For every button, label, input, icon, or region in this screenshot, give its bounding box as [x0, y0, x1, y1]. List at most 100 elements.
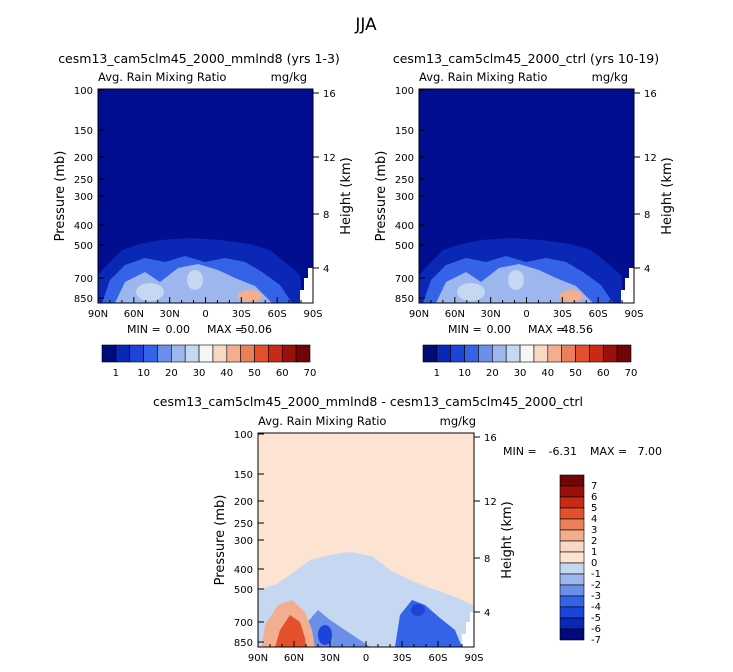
colorbar-swatch — [505, 344, 521, 363]
y-tick-label: 200 — [234, 497, 253, 508]
colorbar-label: 6 — [591, 492, 597, 503]
y-right-tick-label: 8 — [644, 210, 650, 221]
y-tick-label: 300 — [74, 192, 93, 203]
y-right-tick-label: 16 — [323, 89, 336, 100]
colorbar-swatch — [450, 344, 465, 363]
y-right-tick-label: 16 — [484, 433, 497, 444]
y-tick-label: 300 — [234, 536, 253, 547]
y-right-tick-label: 12 — [323, 153, 336, 164]
panel-1-rain-core-eq — [187, 270, 203, 290]
panel-3-x-axis: 90N 60N 30N 0 30S 60S 90S — [248, 641, 484, 664]
x-tick-label: 90N — [248, 653, 268, 664]
colorbar-label: 4 — [591, 514, 597, 525]
panel-2: cesm13_cam5clm45_2000_ctrl (yrs 10-19) A… — [374, 51, 675, 379]
panel-3-diff-core-neg — [318, 625, 332, 645]
panel-3-terrain-mask — [462, 612, 474, 647]
y-tick-label: 100 — [234, 430, 253, 441]
x-tick-label: 30S — [553, 309, 572, 320]
panel-2-rain-core-nh — [457, 283, 485, 301]
colorbar-swatch — [143, 344, 158, 363]
panel-2-y-axis-right: 16 12 8 4 — [634, 89, 657, 275]
colorbar-swatch — [464, 344, 479, 363]
panel-3-min-label: MIN = — [503, 445, 537, 458]
x-tick-label: 60N — [284, 653, 304, 664]
y-tick-label: 200 — [74, 153, 93, 164]
panel-3-diff-field-pos2 — [275, 615, 306, 647]
colorbar-swatch — [198, 344, 214, 363]
x-tick-label: 90S — [624, 309, 643, 320]
colorbar-swatch — [559, 496, 585, 509]
colorbar-swatch — [281, 344, 297, 363]
colorbar-swatch — [561, 344, 576, 363]
x-tick-label: 60S — [428, 653, 447, 664]
colorbar-label: 40 — [541, 368, 554, 379]
colorbar-swatch — [268, 344, 283, 363]
y-right-tick-label: 12 — [484, 497, 497, 508]
panel-1-variable: Avg. Rain Mixing Ratio — [98, 70, 226, 84]
colorbar-swatch — [240, 344, 255, 363]
y-tick-label: 250 — [74, 175, 93, 186]
panel-3-units: mg/kg — [440, 414, 476, 428]
colorbar-swatch — [533, 344, 549, 363]
colorbar-label: -7 — [591, 635, 601, 646]
colorbar-swatch — [519, 344, 535, 363]
colorbar-swatch — [616, 344, 632, 363]
y-tick-label: 150 — [234, 470, 253, 481]
colorbar-swatch — [559, 584, 585, 597]
panel-3-max-label: MAX = — [590, 445, 627, 458]
panel-1-rain-core-nh — [136, 283, 164, 301]
colorbar-swatch — [212, 344, 228, 363]
y-right-tick-label: 4 — [323, 264, 329, 275]
y-right-tick-label: 8 — [323, 210, 329, 221]
colorbar-swatch — [171, 344, 186, 363]
y-tick-label: 400 — [395, 221, 414, 232]
y-right-tick-label: 12 — [644, 153, 657, 164]
colorbar-swatch — [559, 573, 585, 586]
x-tick-label: 60N — [445, 309, 465, 320]
colorbar-swatch — [575, 344, 590, 363]
x-tick-label: 30N — [160, 309, 180, 320]
panel-1-title: cesm13_cam5clm45_2000_mmlnd8 (yrs 1-3) — [58, 51, 340, 66]
panel-1-min-value: 0.00 — [166, 323, 191, 336]
panel-3-ylabel-right: Height (km) — [500, 501, 515, 578]
colorbar-swatch — [559, 529, 585, 542]
x-tick-label: 30N — [481, 309, 501, 320]
y-tick-label: 850 — [395, 294, 414, 305]
colorbar-label: 1 — [113, 368, 119, 379]
panel-1: cesm13_cam5clm45_2000_mmlnd8 (yrs 1-3) A… — [53, 51, 354, 379]
panel-3-max-value: 7.00 — [638, 445, 663, 458]
colorbar-label: -5 — [591, 613, 601, 624]
panel-3-diff-core-neg-sh — [411, 604, 425, 616]
colorbar-label: 1 — [591, 547, 597, 558]
colorbar-label: 2 — [591, 536, 597, 547]
y-tick-label: 250 — [234, 519, 253, 530]
panel-3: cesm13_cam5clm45_2000_mmlnd8 - cesm13_ca… — [153, 394, 662, 664]
panel-2-max-label: MAX = — [528, 323, 565, 336]
colorbar-label: -4 — [591, 602, 601, 613]
colorbar-label: 1 — [434, 368, 440, 379]
colorbar-label: 10 — [458, 368, 471, 379]
colorbar-swatch — [559, 551, 585, 564]
colorbar-label: 20 — [486, 368, 499, 379]
colorbar-swatch — [559, 606, 585, 619]
panel-2-y-axis: 100 150 200 250 300 400 500 700 850 — [395, 86, 425, 305]
y-tick-label: 400 — [74, 221, 93, 232]
panel-2-min-label: MIN = — [448, 323, 482, 336]
y-tick-label: 700 — [234, 618, 253, 629]
panel-2-rain-core-eq — [508, 270, 524, 290]
y-tick-label: 850 — [74, 294, 93, 305]
panel-3-min-value: -6.31 — [549, 445, 577, 458]
panel-1-ylabel: Pressure (mb) — [53, 151, 68, 242]
panel-1-max-value: 50.06 — [241, 323, 273, 336]
colorbar-swatch — [129, 344, 144, 363]
colorbar-swatch — [559, 507, 585, 520]
panel-1-max-label: MAX = — [207, 323, 244, 336]
colorbar-label: 20 — [165, 368, 178, 379]
x-tick-label: 90S — [464, 653, 483, 664]
panel-2-rain-core-sh — [559, 290, 583, 302]
panel-3-variable: Avg. Rain Mixing Ratio — [258, 414, 386, 428]
y-tick-label: 200 — [395, 153, 414, 164]
y-tick-label: 700 — [74, 274, 93, 285]
y-tick-label: 700 — [395, 274, 414, 285]
colorbar-swatch — [422, 344, 438, 363]
